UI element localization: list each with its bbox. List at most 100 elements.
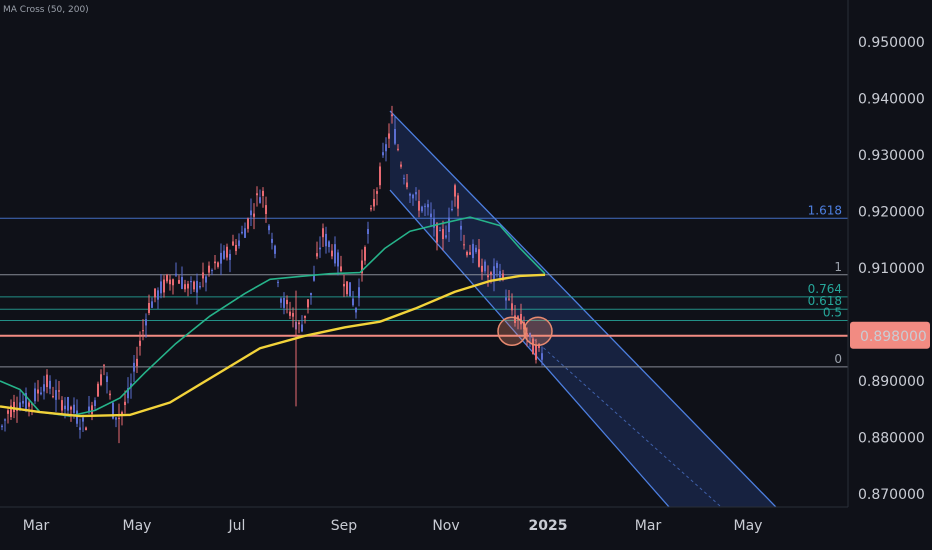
time-tick-label: 2025	[529, 518, 568, 534]
highlight-circle[interactable]	[523, 316, 553, 347]
price-tick-label: 0.910000	[858, 261, 925, 277]
ma-200-line[interactable]	[0, 273, 546, 418]
ma-50-line[interactable]	[0, 216, 546, 417]
candle-body	[232, 241, 234, 246]
candle-body	[358, 287, 360, 298]
candle-body	[331, 250, 333, 257]
candle-body	[106, 376, 108, 382]
candle-body	[166, 274, 168, 282]
price-tick-label: 0.940000	[858, 92, 925, 108]
candle-body	[94, 400, 96, 406]
candle-body	[160, 281, 162, 294]
candle-body	[325, 233, 327, 247]
fib-level-label: 0.618	[808, 294, 842, 308]
channel-mid-dashed-line	[529, 335, 736, 520]
candle-body	[316, 253, 318, 257]
candle-body	[466, 251, 468, 256]
candle-body	[289, 311, 291, 316]
candle-body	[130, 383, 132, 388]
candle-body	[322, 228, 324, 238]
candle-body	[364, 247, 366, 261]
fib-level-label: 1	[834, 260, 842, 274]
candle-body	[19, 402, 21, 409]
candle-body	[385, 144, 387, 152]
candle-body	[229, 253, 231, 260]
time-axis[interactable]	[0, 507, 848, 550]
candle-body	[454, 185, 456, 197]
candle-body	[148, 302, 150, 313]
candle-body	[175, 273, 177, 276]
candle-body	[460, 225, 462, 230]
candle-body	[247, 218, 249, 229]
channel-upper-line[interactable]	[389, 110, 789, 520]
candle-body	[70, 406, 72, 410]
plot-background	[0, 0, 848, 507]
indicator-legend[interactable]: MA Cross (50, 200)	[3, 5, 89, 15]
candle-body	[538, 344, 540, 348]
price-axis[interactable]	[848, 0, 932, 550]
candle-body	[370, 207, 372, 210]
candle-body	[244, 228, 246, 238]
candle-body	[124, 401, 126, 406]
candle-body	[127, 388, 129, 399]
candle-body	[190, 280, 192, 283]
candle-body	[439, 230, 441, 232]
candle-body	[493, 266, 495, 280]
candle-body	[418, 201, 420, 211]
price-tick-label: 0.870000	[858, 487, 925, 503]
candle-body	[67, 396, 69, 411]
candle-body	[496, 262, 498, 268]
candle-body	[37, 389, 39, 394]
candle-body	[499, 271, 501, 278]
price-tick-label: 0.880000	[858, 431, 925, 447]
candle-body	[55, 390, 57, 400]
candle-body	[205, 276, 207, 283]
candle-body	[172, 279, 174, 286]
candle-body	[376, 191, 378, 194]
candle-body	[436, 223, 438, 243]
candle-body	[523, 322, 525, 330]
candle-body	[514, 315, 516, 323]
price-tick-label: 0.950000	[858, 35, 925, 51]
candle-body	[433, 218, 435, 228]
candle-body	[268, 225, 270, 231]
candle-body	[271, 238, 273, 243]
candle-body	[373, 199, 375, 207]
candle-body	[478, 249, 480, 267]
candle-body	[415, 192, 417, 195]
candle-body	[526, 333, 528, 335]
candle-body	[400, 164, 402, 167]
candle-body	[487, 275, 489, 278]
candle-body	[502, 273, 504, 280]
candle-body	[508, 298, 510, 300]
current-price-badge[interactable]	[850, 321, 930, 349]
fib-level-label: 1.618	[808, 203, 842, 217]
fib-level-label: 0.5	[823, 306, 842, 320]
fib-level-label: 0	[834, 352, 842, 366]
candle-body	[49, 380, 51, 389]
candle-body	[274, 245, 276, 254]
candle-body	[1, 425, 3, 428]
candle-body	[4, 419, 6, 421]
candle-body	[355, 308, 357, 313]
highlight-circle[interactable]	[497, 316, 527, 347]
candle-body	[52, 396, 54, 398]
candle-body	[457, 195, 459, 209]
candle-body	[58, 390, 60, 392]
candle-body	[112, 402, 114, 419]
time-tick-label: May	[734, 518, 763, 534]
time-tick-label: Mar	[635, 518, 662, 534]
candle-body	[484, 261, 486, 272]
time-tick-label: Sep	[331, 518, 358, 534]
candle-body	[256, 193, 258, 196]
candle-body	[241, 231, 243, 234]
candle-body	[442, 229, 444, 240]
candle-body	[472, 243, 474, 259]
candle-body	[445, 235, 447, 238]
candle-body	[88, 406, 90, 413]
candle-body	[145, 319, 147, 326]
candle-body	[193, 281, 195, 290]
candle-body	[238, 240, 240, 246]
